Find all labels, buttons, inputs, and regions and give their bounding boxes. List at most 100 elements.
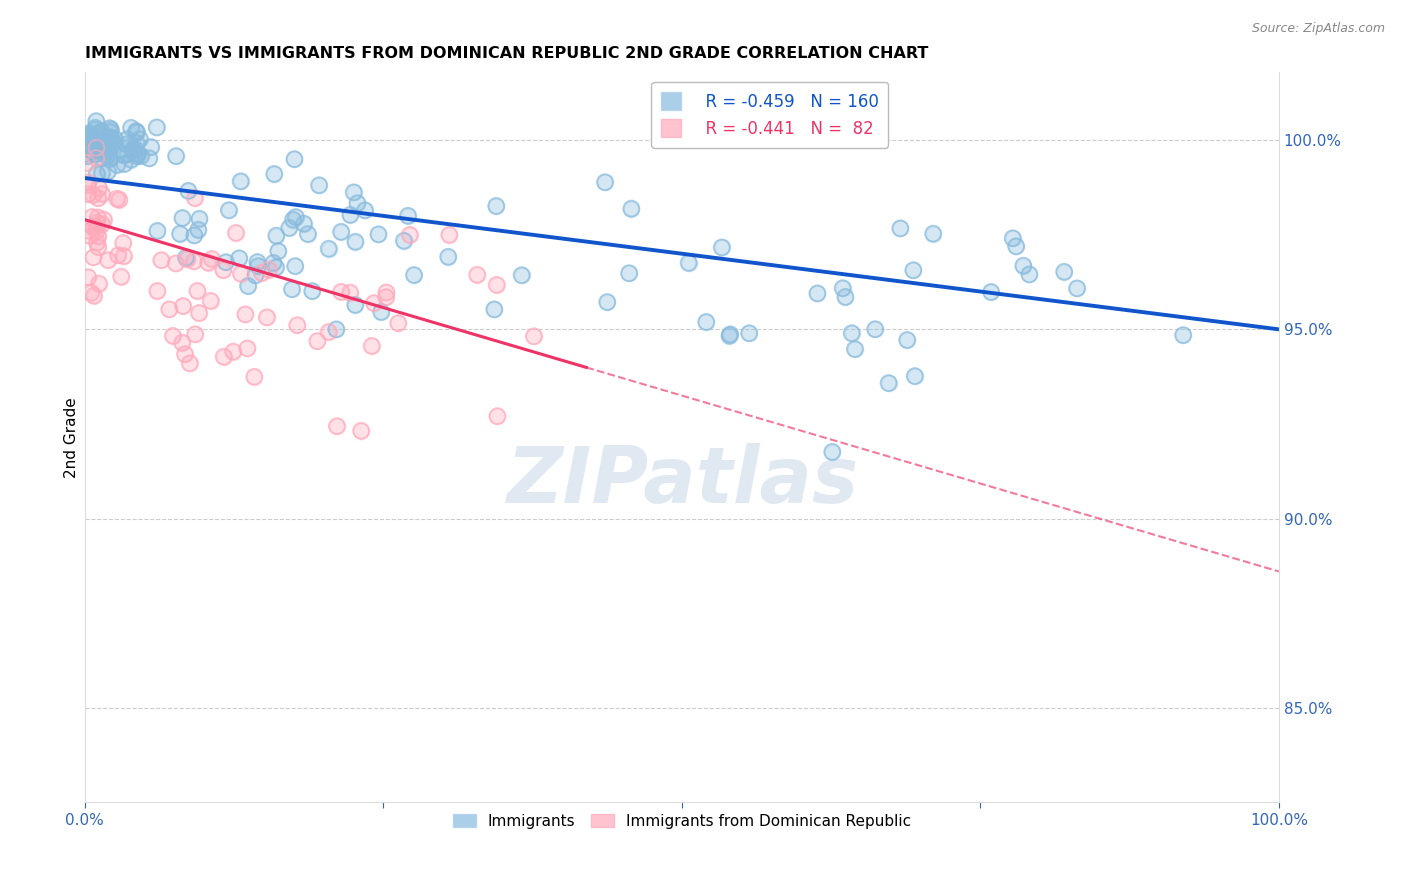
Point: [904, 369, 927, 384]
Point: [307, 334, 329, 348]
Point: [112, 249, 135, 263]
Point: [127, 147, 149, 161]
Point: [834, 290, 856, 304]
Point: [439, 227, 461, 242]
Point: [165, 149, 187, 163]
Point: [307, 334, 329, 348]
Point: [120, 138, 142, 153]
Point: [91, 138, 114, 153]
Point: [318, 325, 340, 339]
Point: [90, 124, 112, 138]
Point: [229, 174, 252, 188]
Point: [176, 252, 198, 266]
Point: [97, 164, 120, 178]
Point: [187, 222, 209, 236]
Point: [834, 290, 856, 304]
Point: [77, 178, 100, 193]
Point: [297, 227, 319, 241]
Point: [97, 164, 120, 178]
Point: [117, 147, 139, 161]
Point: [115, 132, 138, 146]
Point: [806, 286, 828, 301]
Point: [222, 344, 245, 359]
Point: [339, 285, 361, 300]
Point: [146, 284, 169, 298]
Point: [402, 268, 425, 282]
Point: [903, 263, 925, 277]
Point: [75, 140, 97, 154]
Point: [79, 128, 101, 142]
Point: [281, 212, 304, 227]
Point: [82, 250, 104, 264]
Point: [236, 279, 259, 293]
Point: [77, 187, 100, 202]
Point: [284, 259, 307, 273]
Point: [89, 127, 111, 141]
Point: [174, 347, 197, 361]
Point: [292, 217, 315, 231]
Point: [1053, 265, 1076, 279]
Point: [247, 259, 270, 273]
Point: [172, 335, 194, 350]
Point: [162, 329, 184, 343]
Point: [82, 250, 104, 264]
Point: [437, 250, 460, 264]
Point: [77, 136, 100, 151]
Point: [79, 228, 101, 243]
Point: [75, 147, 97, 161]
Point: [86, 139, 108, 153]
Point: [1053, 265, 1076, 279]
Point: [486, 409, 509, 423]
Point: [87, 141, 110, 155]
Point: [367, 227, 389, 242]
Point: [76, 156, 98, 170]
Point: [330, 285, 353, 299]
Point: [904, 369, 927, 384]
Point: [98, 125, 121, 139]
Point: [1012, 259, 1035, 273]
Point: [105, 192, 128, 206]
Point: [97, 147, 120, 161]
Point: [738, 326, 761, 341]
Point: [98, 125, 121, 139]
Point: [262, 256, 284, 270]
Point: [245, 268, 267, 283]
Text: Source: ZipAtlas.com: Source: ZipAtlas.com: [1251, 22, 1385, 36]
Point: [485, 199, 508, 213]
Point: [84, 114, 107, 128]
Point: [77, 132, 100, 146]
Point: [128, 132, 150, 146]
Point: [100, 131, 122, 145]
Point: [145, 120, 167, 135]
Point: [125, 149, 148, 163]
Point: [318, 242, 340, 256]
Point: [354, 203, 377, 218]
Point: [86, 167, 108, 181]
Point: [343, 186, 366, 200]
Point: [264, 260, 287, 275]
Point: [77, 270, 100, 285]
Point: [465, 268, 488, 282]
Point: [90, 151, 112, 165]
Point: [262, 256, 284, 270]
Point: [124, 142, 146, 156]
Point: [188, 306, 211, 320]
Point: [370, 305, 392, 319]
Point: [87, 181, 110, 195]
Point: [172, 299, 194, 313]
Point: [593, 175, 616, 189]
Point: [146, 284, 169, 298]
Point: [98, 152, 121, 166]
Point: [121, 143, 143, 157]
Point: [87, 181, 110, 195]
Point: [172, 211, 194, 225]
Point: [165, 256, 187, 270]
Point: [138, 151, 160, 165]
Point: [179, 356, 201, 370]
Point: [264, 260, 287, 275]
Point: [896, 333, 918, 347]
Point: [80, 129, 103, 144]
Point: [98, 150, 121, 164]
Point: [215, 255, 238, 269]
Point: [97, 253, 120, 268]
